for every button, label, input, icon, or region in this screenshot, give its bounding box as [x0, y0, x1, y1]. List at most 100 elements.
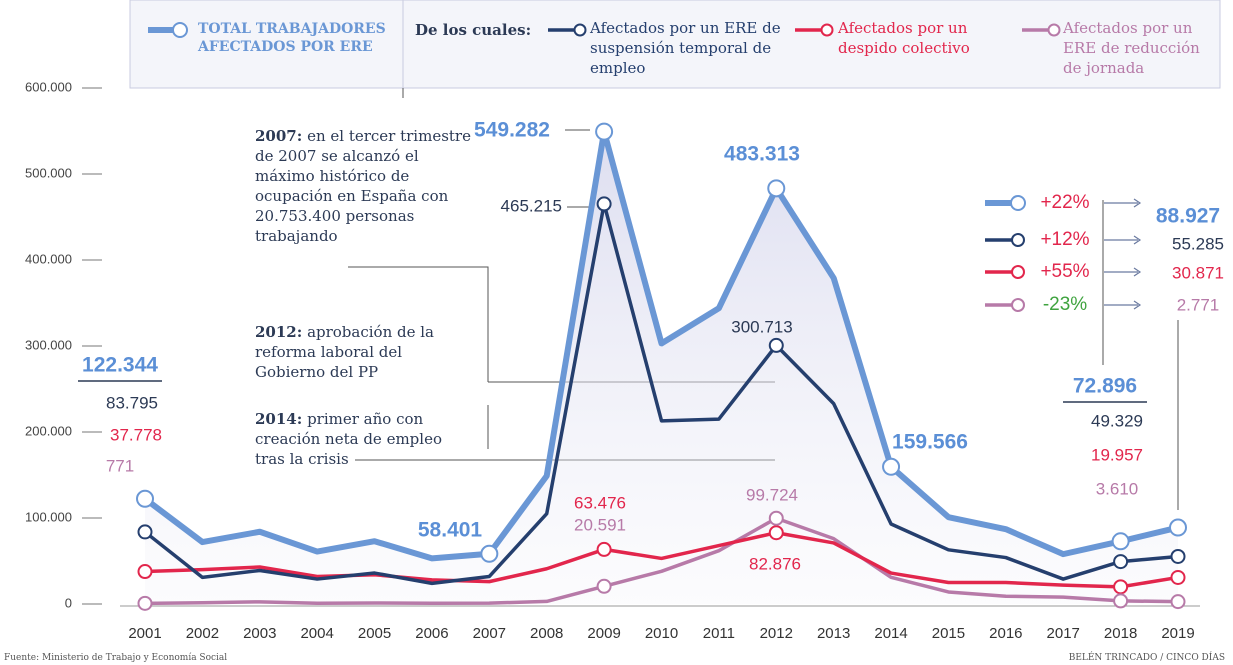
x-tick-label: 2003	[243, 625, 276, 642]
legend-item: Afectados por un ERE de reducción de jor…	[1063, 19, 1200, 77]
data-label: 37.778	[110, 425, 162, 444]
legend-swatch-marker	[573, 23, 587, 37]
point-marker	[480, 544, 499, 563]
point-marker	[137, 524, 153, 540]
series-line	[143, 202, 1179, 586]
point-marker	[596, 578, 612, 594]
legend-swatch-marker	[820, 23, 834, 37]
x-tick-label: 2007	[473, 625, 506, 642]
data-label: 20.591	[574, 515, 626, 534]
x-tick-label: 2019	[1161, 625, 1194, 642]
series-line	[144, 530, 1179, 589]
y-tick-label: 600.000	[25, 79, 72, 94]
inset-arrow-head	[1133, 235, 1142, 245]
legend-item: Afectados por un despido colectivo	[838, 19, 970, 57]
data-label: 72.896	[1073, 375, 1137, 398]
data-label: 82.876	[749, 554, 801, 573]
data-label: 2.771	[1177, 295, 1220, 314]
source: Fuente: Ministerio de Trabajo y Economía…	[4, 653, 228, 663]
data-label: 771	[106, 456, 134, 475]
legend-swatch-marker	[172, 22, 188, 38]
point-marker	[137, 564, 153, 580]
point-marker	[596, 196, 612, 212]
x-tick-label: 2014	[874, 625, 907, 642]
data-label: 99.724	[746, 485, 798, 504]
data-label: 88.927	[1156, 205, 1220, 228]
point-marker	[1113, 593, 1129, 609]
legend-item: Afectados por un ERE de suspensión tempo…	[590, 19, 781, 77]
credit: BELÉN TRINCADO / CINCO DÍAS	[1068, 653, 1225, 663]
data-label: 3.610	[1096, 479, 1139, 498]
data-label: 19.957	[1091, 445, 1143, 464]
point-marker	[1113, 554, 1129, 570]
data-label: 300.713	[731, 317, 792, 336]
x-tick-label: 2012	[760, 625, 793, 642]
annotation-year: 2007:	[255, 127, 303, 145]
point-marker	[1169, 518, 1187, 537]
inset-swatch-marker	[1011, 265, 1025, 279]
point-marker	[1170, 594, 1186, 610]
point-marker	[595, 122, 614, 141]
x-tick-label: 2015	[932, 625, 965, 642]
x-tick-label: 2018	[1104, 625, 1137, 642]
point-marker	[136, 489, 154, 508]
x-tick-label: 2013	[817, 625, 850, 642]
x-tick-label: 2010	[645, 625, 678, 642]
inset-arrow-head	[1133, 267, 1142, 277]
annotation-text: aprobación de la reforma laboral del Gob…	[255, 323, 435, 381]
annotation: 2007: en el tercer trimestre de 2007 se …	[255, 126, 475, 246]
inset-swatch-marker	[1010, 195, 1026, 211]
point-marker	[1111, 532, 1130, 551]
data-label: 58.401	[418, 519, 483, 542]
data-label: 549.282	[474, 119, 550, 142]
change-label: +55%	[1040, 261, 1089, 282]
area	[145, 131, 1178, 604]
data-label: 83.795	[106, 393, 158, 412]
data-label: 159.566	[892, 431, 968, 454]
y-tick-label: 0	[65, 595, 72, 610]
annotation-year: 2014:	[255, 410, 303, 428]
annotation: 2012: aprobación de la reforma laboral d…	[255, 322, 455, 382]
x-tick-label: 2016	[989, 625, 1022, 642]
annotation-text: primer año con creación neta de empleo t…	[255, 410, 442, 468]
x-tick-label: 2009	[587, 625, 620, 642]
x-tick-label: 2008	[530, 625, 563, 642]
point-marker	[768, 525, 784, 541]
x-tick-label: 2004	[300, 625, 333, 642]
point-marker	[767, 179, 786, 198]
change-label: -23%	[1043, 294, 1087, 315]
series-line	[144, 516, 1179, 606]
y-tick-label: 200.000	[25, 423, 72, 438]
data-label: 63.476	[574, 493, 626, 512]
y-tick-label: 100.000	[25, 509, 72, 524]
legend-intro: De los cuales:	[415, 21, 532, 39]
series-line	[143, 128, 1179, 562]
data-label: 483.313	[724, 143, 800, 166]
point-marker	[882, 457, 901, 476]
point-marker	[1113, 579, 1129, 595]
data-label: 55.285	[1172, 234, 1224, 253]
change-label: +22%	[1040, 192, 1089, 213]
legend-box	[129, 0, 1221, 89]
legend-total: TOTAL TRABAJADORES AFECTADOS POR ERE	[198, 21, 386, 55]
x-tick-label: 2006	[415, 625, 448, 642]
x-tick-label: 2001	[128, 625, 161, 642]
point-marker	[768, 337, 784, 353]
x-tick-label: 2017	[1047, 625, 1080, 642]
x-tick-label: 2005	[358, 625, 391, 642]
data-label: 465.215	[501, 196, 562, 215]
legend-swatch-marker	[1047, 23, 1061, 37]
annotation: 2014: primer año con creación neta de em…	[255, 409, 465, 469]
point-marker	[596, 541, 612, 557]
point-marker	[1170, 569, 1186, 585]
data-label: 122.344	[82, 354, 158, 377]
inset-swatch-marker	[1011, 298, 1025, 312]
y-tick-label: 300.000	[25, 337, 72, 352]
y-tick-label: 500.000	[25, 165, 72, 180]
y-tick-label: 400.000	[25, 251, 72, 266]
inset-swatch-marker	[1011, 233, 1025, 247]
data-label: 49.329	[1091, 411, 1143, 430]
point-marker	[1170, 548, 1186, 564]
